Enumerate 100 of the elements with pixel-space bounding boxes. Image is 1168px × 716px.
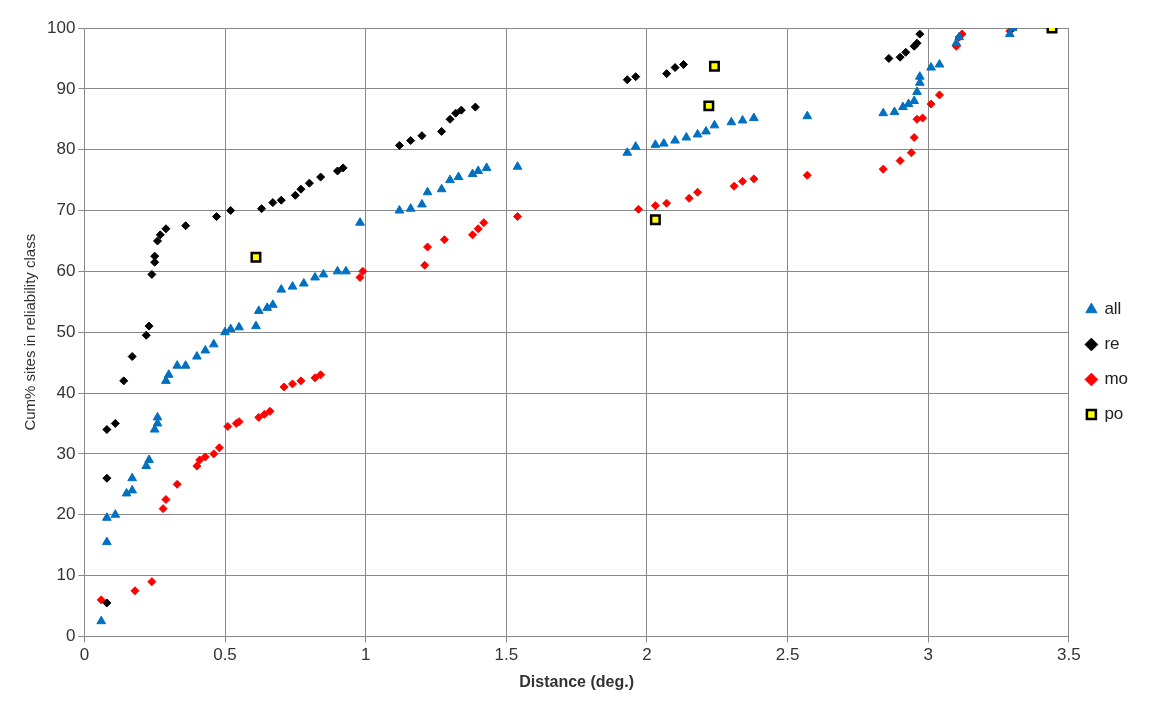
- point: [279, 382, 289, 392]
- point: [288, 379, 298, 389]
- y-tick-label: 20: [56, 504, 76, 524]
- point: [195, 455, 205, 465]
- point: [423, 242, 433, 252]
- point: [161, 495, 171, 505]
- y-tick-label: 0: [65, 626, 76, 646]
- point: [470, 102, 480, 112]
- point: [304, 178, 314, 188]
- point: [102, 425, 112, 435]
- point: [209, 449, 219, 459]
- point: [119, 376, 129, 386]
- point: [310, 373, 320, 383]
- point: [276, 195, 286, 205]
- y-tick-label: 30: [56, 443, 76, 463]
- point: [226, 206, 236, 216]
- point: [296, 376, 306, 386]
- point: [738, 176, 748, 186]
- point: [439, 235, 449, 245]
- point: [141, 330, 151, 340]
- point: [729, 181, 739, 191]
- y-tick-label: 10: [56, 565, 76, 585]
- point: [926, 99, 936, 109]
- point: [102, 473, 112, 483]
- point: [649, 214, 661, 226]
- point: [456, 105, 466, 115]
- point: [144, 321, 154, 331]
- point: [161, 224, 171, 234]
- point: [445, 114, 455, 124]
- y-tick-label: 80: [56, 139, 76, 159]
- point: [451, 108, 461, 118]
- point: [662, 198, 672, 208]
- x-tick-label: 3: [923, 645, 933, 665]
- point: [257, 204, 267, 214]
- point: [749, 174, 759, 184]
- point: [634, 204, 644, 214]
- point: [703, 100, 715, 112]
- point: [679, 60, 689, 69]
- point: [420, 260, 430, 270]
- point: [333, 166, 343, 176]
- y-axis-title: Cum% sites in reliability class: [21, 233, 39, 431]
- point: [631, 72, 641, 82]
- point: [622, 75, 632, 85]
- point: [200, 452, 210, 462]
- point: [479, 218, 489, 228]
- point: [153, 236, 162, 246]
- point: [906, 148, 916, 158]
- y-tick-label: 40: [56, 382, 76, 402]
- point: [468, 230, 478, 240]
- x-tick-label: 3.5: [1057, 645, 1081, 665]
- point: [878, 164, 888, 174]
- point: [473, 224, 483, 234]
- y-tick-label: 50: [56, 321, 76, 341]
- x-tick-label: 1.5: [494, 645, 519, 665]
- point: [358, 266, 368, 276]
- point: [918, 113, 928, 123]
- x-tick-label: 2: [642, 645, 652, 665]
- point: [901, 47, 911, 57]
- x-axis-title: Distance (deg.): [519, 672, 634, 690]
- point: [394, 140, 404, 150]
- point: [223, 422, 233, 431]
- point: [147, 577, 157, 587]
- point: [268, 198, 278, 208]
- x-tick-label: 1: [360, 645, 371, 665]
- point: [693, 187, 703, 197]
- point: [417, 131, 427, 141]
- point: [513, 212, 523, 222]
- point: [895, 52, 905, 62]
- point: [355, 272, 365, 282]
- point: [296, 184, 306, 194]
- point: [127, 352, 137, 362]
- legend-label: all: [1104, 299, 1122, 319]
- legend-label: re: [1104, 334, 1120, 354]
- point: [181, 221, 191, 231]
- point: [110, 418, 120, 428]
- point: [290, 190, 300, 200]
- point: [650, 201, 660, 211]
- x-tick-label: 2.5: [775, 645, 800, 665]
- point: [708, 60, 720, 72]
- point: [212, 212, 222, 222]
- point: [96, 595, 106, 605]
- point: [150, 251, 160, 261]
- point: [102, 598, 112, 608]
- point: [670, 63, 680, 73]
- point: [254, 412, 264, 422]
- point: [316, 370, 326, 380]
- point: [437, 126, 447, 136]
- point: [802, 170, 812, 180]
- point: [884, 53, 894, 63]
- point: [172, 479, 182, 489]
- point: [155, 230, 165, 240]
- point: [895, 156, 905, 166]
- point: [909, 133, 919, 143]
- x-tick-label: 0.5: [213, 645, 237, 665]
- point: [934, 90, 944, 100]
- x-tick-label: 0: [79, 645, 90, 665]
- point: [250, 251, 262, 263]
- y-tick-label: 70: [56, 200, 76, 220]
- point: [147, 269, 157, 279]
- point: [316, 172, 326, 182]
